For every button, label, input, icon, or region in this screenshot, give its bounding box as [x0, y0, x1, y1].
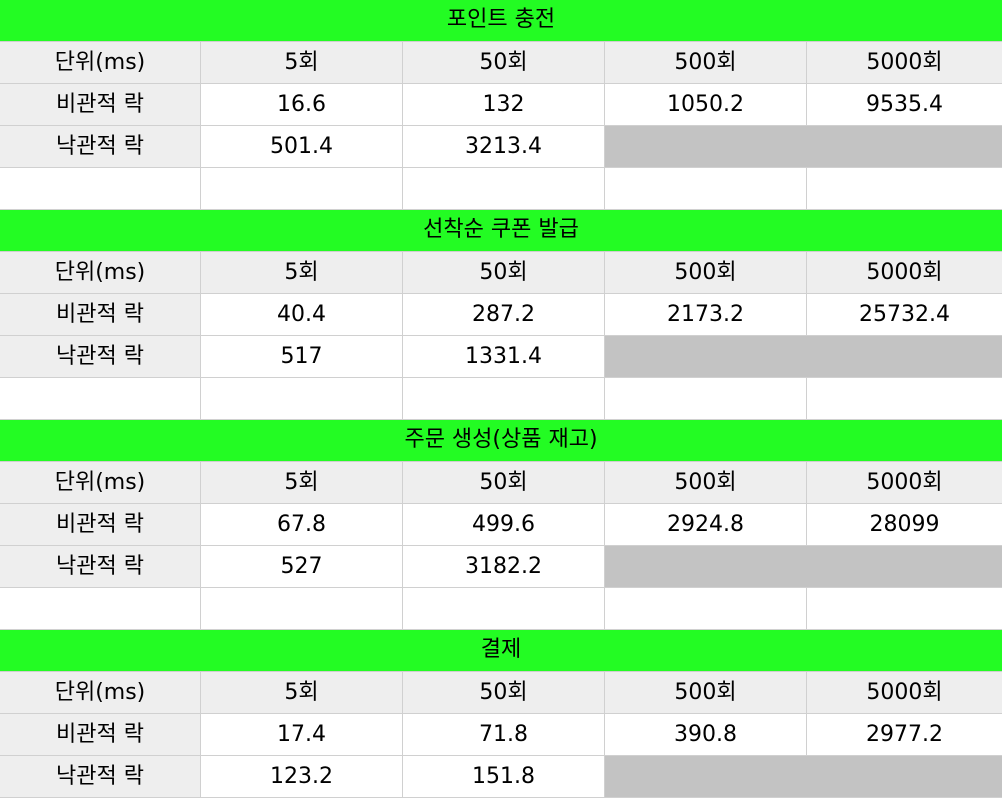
pessimistic-lock-row: 비관적 락 40.4 287.2 2173.2 25732.4 [0, 294, 1002, 336]
value-cell[interactable]: 123.2 [201, 756, 403, 797]
value-cell[interactable]: 499.6 [403, 504, 605, 545]
header-cell[interactable]: 단위(ms) [0, 252, 201, 293]
header-cell[interactable]: 500회 [605, 672, 807, 713]
header-cell[interactable]: 50회 [403, 252, 605, 293]
header-cell[interactable]: 50회 [403, 672, 605, 713]
empty-cell[interactable] [403, 378, 605, 419]
row-label[interactable]: 비관적 락 [0, 504, 201, 545]
empty-cell[interactable] [201, 588, 403, 629]
value-cell[interactable]: 1050.2 [605, 84, 807, 125]
value-cell[interactable]: 501.4 [201, 126, 403, 167]
empty-cell[interactable] [807, 588, 1002, 629]
section-block: 선착순 쿠폰 발급 단위(ms) 5회 50회 500회 5000회 비관적 락 40.4 28… [0, 210, 1002, 420]
row-label[interactable]: 비관적 락 [0, 714, 201, 755]
header-row: 단위(ms) 5회 50회 500회 5000회 [0, 672, 1002, 714]
header-row: 단위(ms) 5회 50회 500회 5000회 [0, 42, 1002, 84]
empty-cell[interactable] [605, 378, 807, 419]
section-block: 결제 단위(ms) 5회 50회 500회 5000회 비관적 락 17.4 71.8 390.8… [0, 630, 1002, 798]
section-title[interactable]: 결제 [0, 630, 1002, 672]
row-label[interactable]: 비관적 락 [0, 294, 201, 335]
header-cell[interactable]: 단위(ms) [0, 42, 201, 83]
empty-merged-cell[interactable] [605, 126, 1002, 167]
section-title[interactable]: 포인트 충전 [0, 0, 1002, 42]
header-row: 단위(ms) 5회 50회 500회 5000회 [0, 252, 1002, 294]
header-cell[interactable]: 50회 [403, 42, 605, 83]
header-cell[interactable]: 50회 [403, 462, 605, 503]
value-cell[interactable]: 2173.2 [605, 294, 807, 335]
row-label[interactable]: 낙관적 락 [0, 336, 201, 377]
header-cell[interactable]: 500회 [605, 252, 807, 293]
value-cell[interactable]: 287.2 [403, 294, 605, 335]
empty-merged-cell[interactable] [605, 336, 1002, 377]
pessimistic-lock-row: 비관적 락 16.6 132 1050.2 9535.4 [0, 84, 1002, 126]
value-cell[interactable]: 390.8 [605, 714, 807, 755]
empty-merged-cell[interactable] [605, 756, 1002, 797]
row-label[interactable]: 낙관적 락 [0, 126, 201, 167]
empty-row [0, 378, 1002, 420]
value-cell[interactable]: 132 [403, 84, 605, 125]
value-cell[interactable]: 67.8 [201, 504, 403, 545]
section-title[interactable]: 선착순 쿠폰 발급 [0, 210, 1002, 252]
value-cell[interactable]: 9535.4 [807, 84, 1002, 125]
value-cell[interactable]: 2977.2 [807, 714, 1002, 755]
header-cell[interactable]: 5회 [201, 42, 403, 83]
row-label[interactable]: 비관적 락 [0, 84, 201, 125]
header-cell[interactable]: 5000회 [807, 672, 1002, 713]
empty-cell[interactable] [403, 168, 605, 209]
optimistic-lock-row: 낙관적 락 527 3182.2 [0, 546, 1002, 588]
header-cell[interactable]: 5회 [201, 252, 403, 293]
empty-cell[interactable] [201, 378, 403, 419]
header-cell[interactable]: 5000회 [807, 462, 1002, 503]
row-label[interactable]: 낙관적 락 [0, 756, 201, 797]
value-cell[interactable]: 3182.2 [403, 546, 605, 587]
pessimistic-lock-row: 비관적 락 17.4 71.8 390.8 2977.2 [0, 714, 1002, 756]
value-cell[interactable]: 17.4 [201, 714, 403, 755]
header-cell[interactable]: 5000회 [807, 42, 1002, 83]
empty-row [0, 588, 1002, 630]
header-cell[interactable]: 5회 [201, 672, 403, 713]
value-cell[interactable]: 71.8 [403, 714, 605, 755]
empty-cell[interactable] [0, 378, 201, 419]
value-cell[interactable]: 3213.4 [403, 126, 605, 167]
optimistic-lock-row: 낙관적 락 517 1331.4 [0, 336, 1002, 378]
optimistic-lock-row: 낙관적 락 123.2 151.8 [0, 756, 1002, 798]
empty-cell[interactable] [807, 378, 1002, 419]
empty-merged-cell[interactable] [605, 546, 1002, 587]
empty-cell[interactable] [0, 588, 201, 629]
empty-row [0, 168, 1002, 210]
header-cell[interactable]: 단위(ms) [0, 672, 201, 713]
value-cell[interactable]: 25732.4 [807, 294, 1002, 335]
value-cell[interactable]: 2924.8 [605, 504, 807, 545]
empty-cell[interactable] [807, 168, 1002, 209]
header-row: 단위(ms) 5회 50회 500회 5000회 [0, 462, 1002, 504]
value-cell[interactable]: 28099 [807, 504, 1002, 545]
section-block: 주문 생성(상품 재고) 단위(ms) 5회 50회 500회 5000회 비관적 락 67.… [0, 420, 1002, 630]
section-block: 포인트 충전 단위(ms) 5회 50회 500회 5000회 비관적 락 16.6 132 10… [0, 0, 1002, 210]
section-title[interactable]: 주문 생성(상품 재고) [0, 420, 1002, 462]
pessimistic-lock-row: 비관적 락 67.8 499.6 2924.8 28099 [0, 504, 1002, 546]
header-cell[interactable]: 5회 [201, 462, 403, 503]
empty-cell[interactable] [605, 168, 807, 209]
empty-cell[interactable] [605, 588, 807, 629]
header-cell[interactable]: 500회 [605, 42, 807, 83]
value-cell[interactable]: 517 [201, 336, 403, 377]
value-cell[interactable]: 40.4 [201, 294, 403, 335]
empty-cell[interactable] [403, 588, 605, 629]
header-cell[interactable]: 500회 [605, 462, 807, 503]
header-cell[interactable]: 5000회 [807, 252, 1002, 293]
optimistic-lock-row: 낙관적 락 501.4 3213.4 [0, 126, 1002, 168]
value-cell[interactable]: 527 [201, 546, 403, 587]
value-cell[interactable]: 1331.4 [403, 336, 605, 377]
header-cell[interactable]: 단위(ms) [0, 462, 201, 503]
value-cell[interactable]: 151.8 [403, 756, 605, 797]
empty-cell[interactable] [0, 168, 201, 209]
empty-cell[interactable] [201, 168, 403, 209]
row-label[interactable]: 낙관적 락 [0, 546, 201, 587]
value-cell[interactable]: 16.6 [201, 84, 403, 125]
